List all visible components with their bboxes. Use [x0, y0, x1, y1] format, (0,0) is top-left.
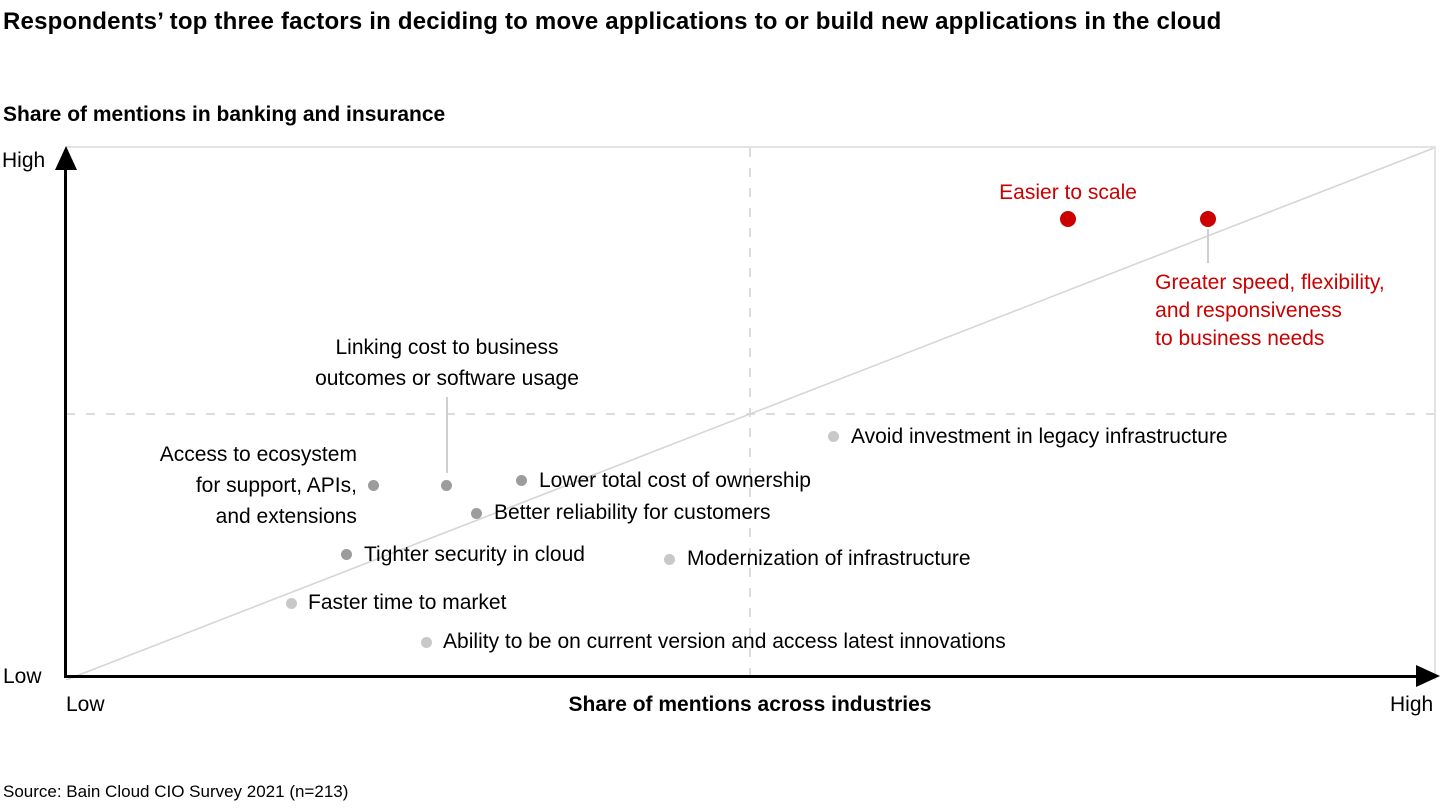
label-leader-line — [1207, 229, 1210, 264]
data-point-label-faster-time-to-market: Faster time to market — [308, 591, 507, 615]
plot-area: Easier to scale Greater speed, flexibilit… — [66, 146, 1436, 680]
page-title: Respondents’ top three factors in decidi… — [3, 8, 1222, 35]
data-point-tighter-security — [341, 549, 353, 561]
data-point-label-avoid-legacy-investment: Avoid investment in legacy infrastructur… — [850, 424, 1228, 448]
data-point-label-tighter-security: Tighter security in cloud — [363, 542, 585, 566]
diagonal-reference-line — [66, 148, 1434, 680]
x-axis — [66, 675, 1418, 678]
y-axis-high-label: High — [2, 149, 46, 172]
data-point-faster-time-to-market — [285, 597, 297, 609]
label-leader-line — [445, 396, 448, 473]
data-point-label-better-reliability: Better reliability for customers — [493, 501, 771, 524]
data-point-label-modernization-infrastructure: Modernization of infrastructure — [686, 547, 971, 571]
data-point-access-to-ecosystem — [368, 480, 380, 492]
source-note: Source: Bain Cloud CIO Survey 2021 (n=21… — [3, 782, 349, 801]
chart-subtitle: Share of mentions in banking and insuran… — [3, 103, 446, 126]
y-axis — [64, 158, 67, 678]
data-point-easier-to-scale — [1060, 211, 1077, 228]
data-point-linking-cost-to-outcomes — [441, 480, 453, 492]
data-point-label-linking-cost-to-outcomes: Linking cost to business outcomes or soft… — [315, 335, 579, 390]
x-axis-title: Share of mentions across industries — [568, 693, 932, 716]
y-axis-low-label: Low — [3, 665, 42, 688]
x-axis-low-label: Low — [66, 693, 105, 716]
data-point-lower-total-cost — [516, 475, 528, 487]
data-point-better-reliability — [471, 507, 483, 519]
data-point-avoid-legacy-investment — [828, 431, 840, 443]
plot-gridlines — [66, 148, 1434, 680]
y-axis-arrow-icon — [55, 146, 77, 170]
data-point-label-access-to-ecosystem: Access to ecosystem for support, APIs, and… — [159, 443, 357, 529]
data-point-modernization-infrastructure — [664, 553, 676, 565]
data-point-ability-current-version — [420, 636, 432, 648]
data-point-label-greater-speed-flexibility: Greater speed, flexibility, and responsiv… — [1155, 271, 1385, 351]
data-point-greater-speed-flexibility — [1200, 211, 1217, 228]
x-axis-high-label: High — [1390, 693, 1434, 716]
data-point-label-ability-current-version: Ability to be on current version and acc… — [443, 630, 1006, 653]
x-axis-arrow-icon — [1416, 665, 1440, 687]
data-point-label-easier-to-scale: Easier to scale — [999, 181, 1137, 205]
data-point-label-lower-total-cost: Lower total cost of ownership — [538, 468, 811, 492]
